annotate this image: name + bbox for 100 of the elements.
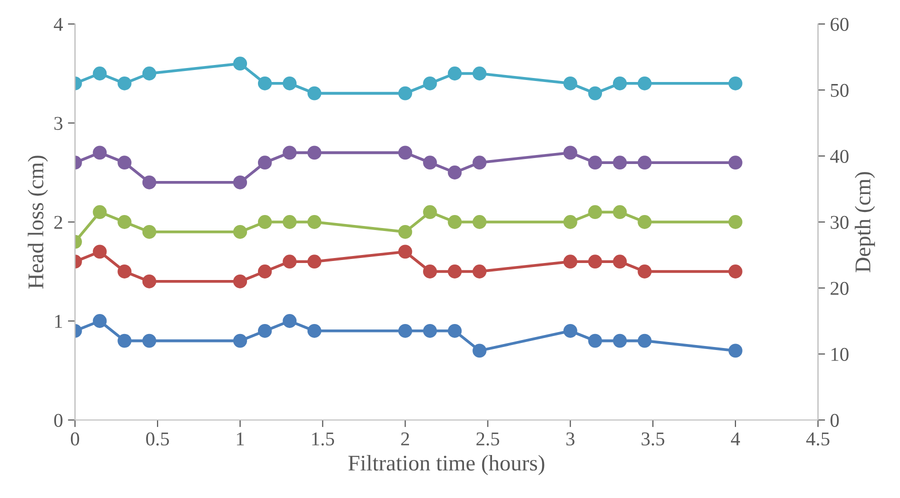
y-axis-title: Head loss (cm)	[28, 156, 48, 289]
point	[233, 56, 248, 71]
point	[423, 76, 437, 90]
x-tick-label: 2.5	[476, 432, 500, 446]
y-tick-label: 1	[55, 314, 62, 328]
point	[398, 324, 412, 338]
point	[423, 156, 437, 170]
point	[118, 264, 132, 278]
point	[92, 244, 107, 259]
point	[612, 254, 627, 269]
y-tick-label: 4	[54, 18, 63, 31]
point	[92, 314, 107, 328]
point	[118, 76, 132, 90]
y2-tick-label: 0	[830, 414, 839, 427]
point	[118, 334, 132, 348]
point	[588, 205, 602, 220]
point	[92, 146, 107, 160]
x-tick-label: 4.5	[806, 432, 830, 446]
y2-axis-title: Depth (cm)	[854, 172, 875, 272]
point	[638, 264, 652, 278]
point	[118, 156, 132, 170]
point	[142, 66, 156, 80]
point	[142, 274, 156, 288]
point	[92, 205, 107, 220]
point	[588, 86, 602, 100]
point	[307, 146, 322, 160]
point	[612, 205, 627, 220]
y-tick-label: 3	[54, 116, 62, 130]
point	[728, 344, 742, 358]
y2-tick-label: 40	[830, 150, 849, 163]
point	[307, 254, 322, 269]
point	[258, 324, 272, 338]
x-tick-label: 1.5	[312, 432, 334, 446]
point	[258, 156, 272, 170]
point	[398, 86, 412, 100]
point	[282, 215, 297, 229]
y2-tick-label: 30	[830, 216, 849, 229]
x-tick-label: 3	[566, 432, 574, 446]
point	[563, 254, 578, 269]
point	[472, 156, 486, 170]
point	[282, 76, 297, 90]
point	[472, 215, 486, 229]
point	[472, 344, 486, 358]
point	[398, 224, 412, 239]
point	[398, 146, 412, 160]
x-tick-label: 3.5	[642, 432, 664, 446]
point	[472, 66, 486, 80]
point	[563, 146, 578, 160]
x-tick-label: 0.5	[146, 432, 169, 446]
point	[423, 264, 437, 278]
y2-tick-label: 60	[830, 18, 849, 31]
point	[563, 215, 578, 229]
point	[282, 314, 297, 328]
y-tick-label: 2	[54, 216, 62, 229]
point	[423, 205, 437, 220]
point	[258, 76, 272, 90]
point	[588, 334, 602, 348]
point	[728, 76, 742, 90]
point	[142, 334, 156, 348]
point	[258, 264, 272, 278]
point	[612, 156, 627, 170]
point	[728, 215, 742, 229]
point	[563, 324, 578, 338]
point	[142, 175, 156, 190]
point	[638, 334, 652, 348]
point	[448, 215, 462, 229]
point	[448, 324, 462, 338]
point	[612, 334, 627, 348]
point	[448, 66, 462, 80]
point	[398, 244, 412, 259]
point	[638, 156, 652, 170]
point	[448, 264, 462, 278]
point	[307, 215, 322, 229]
point	[142, 224, 156, 239]
point	[233, 224, 248, 239]
point	[307, 324, 322, 338]
y2-tick-label: 50	[830, 84, 849, 97]
point	[423, 324, 437, 338]
point	[563, 76, 578, 90]
x-tick-label: 4	[730, 432, 740, 446]
point	[638, 215, 652, 229]
point	[448, 166, 462, 180]
point	[118, 215, 132, 229]
point	[233, 334, 248, 348]
x-axis-title: Filtration time (hours)	[348, 454, 544, 476]
point	[307, 86, 322, 100]
point	[92, 66, 107, 80]
y-tick-label: 0	[54, 414, 62, 427]
point	[282, 146, 297, 160]
point	[612, 76, 627, 90]
x-tick-label: 0	[70, 432, 80, 446]
point	[258, 215, 272, 229]
x-tick-label: 2	[401, 432, 410, 446]
point	[282, 254, 297, 269]
point	[588, 156, 602, 170]
point	[233, 175, 248, 190]
point	[233, 274, 248, 288]
point	[728, 156, 742, 170]
point	[472, 264, 486, 278]
point	[638, 76, 652, 90]
